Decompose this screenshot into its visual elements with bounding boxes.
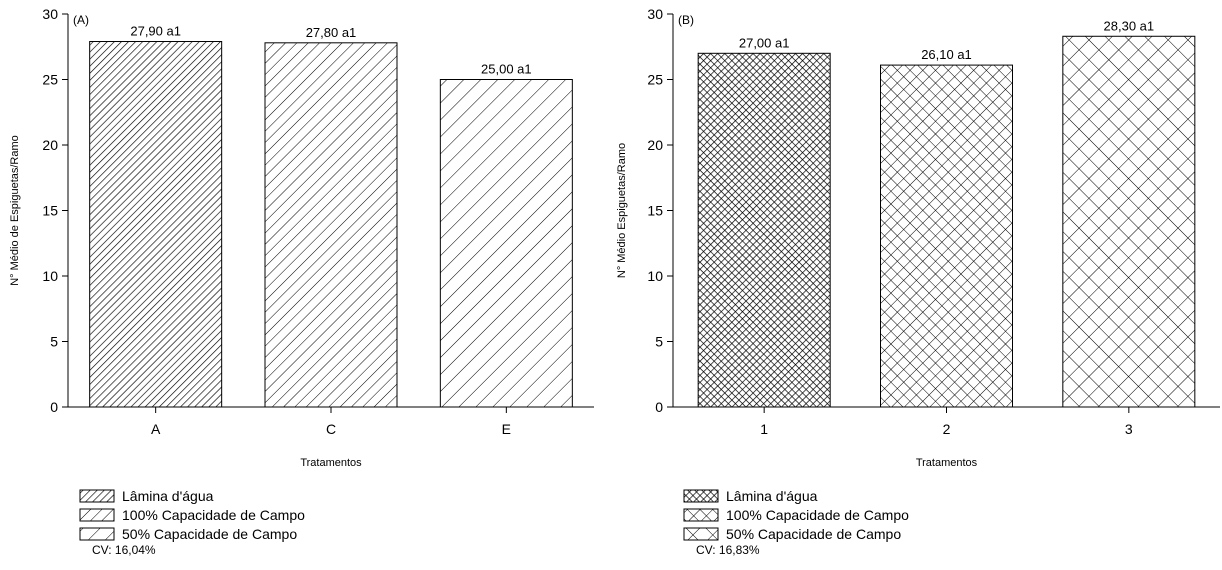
x-axis-title: Tratamentos [300, 457, 362, 469]
y-tick-label: 20 [42, 137, 58, 153]
panel-label: (B) [678, 13, 694, 27]
legend-label: Lâmina d'água [726, 488, 818, 504]
y-tick-label: 25 [647, 72, 663, 88]
x-tick-label: C [326, 421, 336, 437]
legend-swatch [683, 508, 719, 522]
bar [880, 64, 1013, 408]
y-tick-label: 0 [50, 399, 58, 415]
y-tick-label: 5 [50, 334, 58, 350]
bar [89, 41, 223, 408]
legend: Lâmina d'água 100% Capacidade de Campo 50%… [79, 488, 305, 542]
y-axis-title: N° Médio Espiguetas/Ramo [616, 143, 628, 278]
data-label: 27,90 a1 [130, 24, 181, 39]
x-axis-title: Tratamentos [916, 457, 978, 469]
chart-panel-b: 0 5 10 15 20 25 30 (B) N° Médio Espiguetas/Ramo 1… [616, 6, 1220, 557]
legend-swatch [79, 489, 115, 503]
bar [439, 79, 573, 408]
data-label: 27,80 a1 [306, 25, 357, 40]
cv-label: CV: 16,83% [696, 543, 760, 557]
legend-label: 100% Capacidade de Campo [726, 507, 909, 523]
legend-swatch [79, 508, 115, 522]
y-axis-title: N° Médio de Espiguetas/Ramo [9, 135, 21, 286]
x-tick-label: 3 [1125, 421, 1133, 437]
y-tick-label: 10 [647, 268, 663, 284]
legend-swatch [683, 489, 719, 503]
data-label: 27,00 a1 [739, 35, 790, 50]
legend-label: 50% Capacidade de Campo [122, 526, 297, 542]
legend-swatch [79, 527, 115, 541]
x-tick-label: 2 [943, 421, 951, 437]
x-tick-label: A [151, 421, 161, 437]
legend: Lâmina d'água 100% Capacidade de Campo 50%… [683, 488, 909, 542]
panel-label: (A) [73, 13, 89, 27]
legend-label: Lâmina d'água [122, 488, 214, 504]
y-tick-label: 20 [647, 137, 663, 153]
y-tick-label: 10 [42, 268, 58, 284]
y-tick-label: 15 [42, 203, 58, 219]
x-tick-label: E [502, 421, 511, 437]
y-tick-label: 25 [42, 72, 58, 88]
y-tick-label: 30 [647, 6, 663, 22]
y-tick-label: 0 [655, 399, 663, 415]
legend-swatch [683, 527, 719, 541]
data-label: 25,00 a1 [481, 62, 532, 77]
bar [264, 42, 398, 408]
bar [697, 52, 831, 408]
data-label: 26,10 a1 [921, 47, 972, 62]
cv-label: CV: 16,04% [92, 543, 156, 557]
legend-label: 50% Capacidade de Campo [726, 526, 901, 542]
data-label: 28,30 a1 [1104, 18, 1155, 33]
y-tick-label: 5 [655, 334, 663, 350]
legend-label: 100% Capacidade de Campo [122, 507, 305, 523]
chart-panel-a: 0 5 10 15 20 25 30 (A) N° Médio de Espiguetas/Ra… [9, 6, 594, 557]
bar [1062, 35, 1196, 408]
y-tick-label: 15 [647, 203, 663, 219]
y-tick-label: 30 [42, 6, 58, 22]
x-tick-label: 1 [760, 421, 768, 437]
